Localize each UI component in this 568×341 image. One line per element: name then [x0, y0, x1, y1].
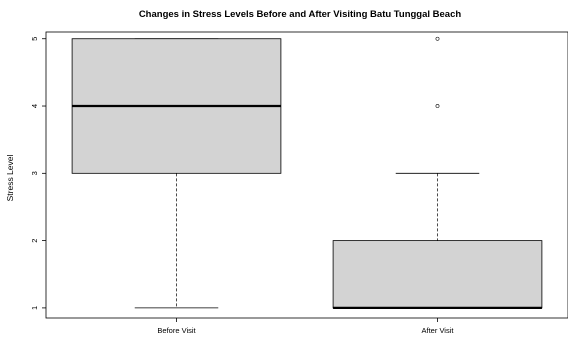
- iqr-box: [332, 240, 543, 309]
- y-axis: 1 2 3 4 5: [30, 37, 46, 310]
- x-tick-label: Before Visit: [157, 326, 196, 335]
- y-tick-label: 5: [30, 37, 39, 41]
- y-tick-label: 3: [30, 171, 39, 175]
- chart-title: Changes in Stress Levels Before and Afte…: [139, 9, 462, 20]
- y-tick-label: 4: [30, 104, 39, 108]
- outlier-point: [435, 104, 440, 108]
- y-tick-label: 1: [30, 306, 39, 310]
- outlier-point: [435, 36, 440, 41]
- y-tick-label: 2: [30, 239, 39, 243]
- box-before-visit: [71, 38, 282, 309]
- x-axis: Before Visit After Visit: [157, 318, 454, 335]
- box-after-visit: [332, 36, 543, 310]
- y-axis-label: Stress Level: [5, 155, 15, 202]
- plot-frame: [45, 31, 568, 319]
- x-tick-label: After Visit: [422, 326, 455, 335]
- box-group: [71, 36, 543, 310]
